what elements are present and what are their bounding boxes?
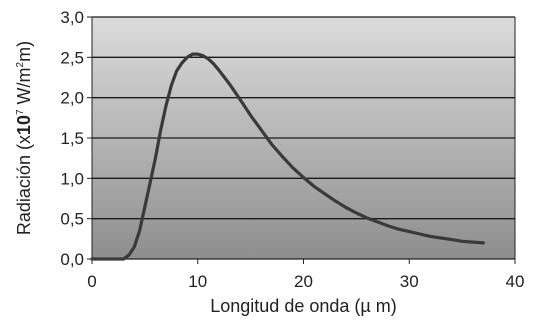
y-axis-title: Radiación (x107 W/m2m) — [14, 41, 34, 235]
y-axis-title-bold: 10 — [14, 115, 34, 135]
y-tick-label-4: 2,0 — [60, 89, 84, 108]
series-layer — [90, 52, 485, 261]
y-axis-title-suffix: m) — [14, 41, 34, 62]
y-axis-title-prefix: Radiación (x — [14, 135, 34, 235]
axes — [87, 16, 516, 264]
y-tick-labels: 0,0 0,5 1,0 1,5 2,0 2,5 3,0 — [60, 8, 84, 269]
y-tick-label-5: 2,5 — [60, 48, 84, 67]
y-axis-title-exp1: 7 — [15, 109, 26, 115]
y-tick-label-1: 0,5 — [60, 210, 84, 229]
y-tick-label-2: 1,0 — [60, 169, 84, 188]
y-tick-label-3: 1,5 — [60, 129, 84, 148]
series-line-0 — [90, 52, 485, 261]
x-tick-label-1: 10 — [188, 272, 207, 291]
x-tick-label-2: 20 — [294, 272, 313, 291]
x-axis-title: Longitud de onda (µ m) — [210, 296, 397, 316]
x-tick-label-0: 0 — [87, 272, 96, 291]
y-tick-label-6: 3,0 — [60, 8, 84, 27]
y-axis-title-mid: W/m — [14, 67, 34, 109]
x-tick-labels: 0 10 20 30 40 — [87, 272, 524, 291]
y-axis-title-exp2: 2 — [15, 61, 26, 67]
x-tick-label-3: 30 — [400, 272, 419, 291]
x-tick-label-4: 40 — [506, 272, 525, 291]
y-tick-label-0: 0,0 — [60, 250, 84, 269]
